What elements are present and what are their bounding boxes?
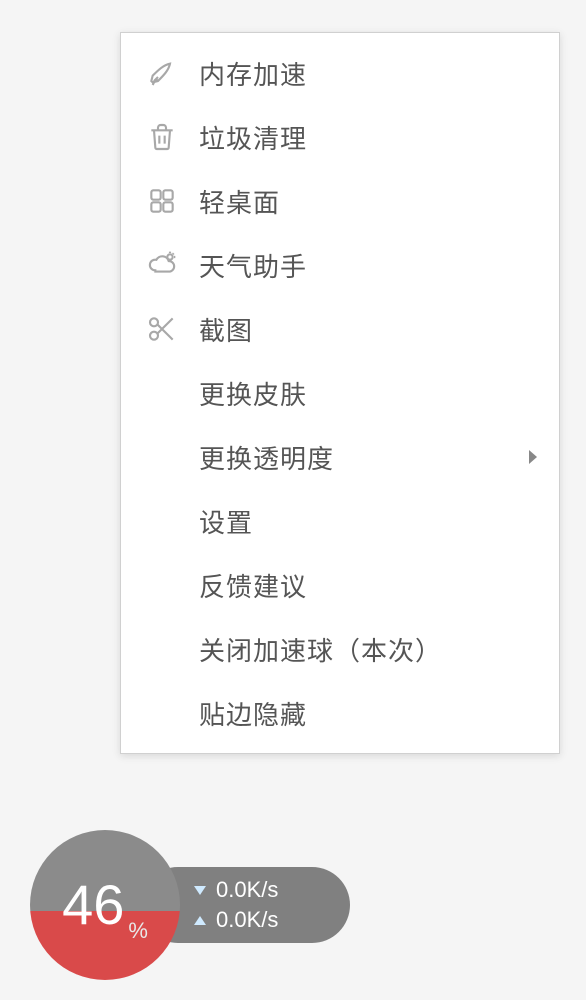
download-speed-row: 0.0K/s (194, 879, 324, 901)
menu-item-feedback[interactable]: 反馈建议 (121, 553, 559, 617)
menu-item-edge-hide[interactable]: 贴边隐藏 (121, 681, 559, 745)
menu-item-label: 更换透明度 (199, 439, 334, 476)
scissors-icon (141, 308, 183, 350)
menu-item-label: 更换皮肤 (199, 375, 307, 412)
menu-item-screenshot[interactable]: 截图 (121, 297, 559, 361)
upload-speed-row: 0.0K/s (194, 909, 324, 931)
menu-item-close-ball[interactable]: 关闭加速球（本次） (121, 617, 559, 681)
rocket-icon (141, 52, 183, 94)
chevron-right-icon (529, 450, 537, 464)
menu-item-settings[interactable]: 设置 (121, 489, 559, 553)
menu-item-change-skin[interactable]: 更换皮肤 (121, 361, 559, 425)
menu-item-label: 截图 (199, 311, 253, 348)
upload-arrow-icon (194, 916, 206, 925)
menu-item-label: 垃圾清理 (199, 119, 307, 156)
trash-icon (141, 116, 183, 158)
download-arrow-icon (194, 886, 206, 895)
menu-item-label: 轻桌面 (199, 183, 280, 220)
menu-item-light-desktop[interactable]: 轻桌面 (121, 169, 559, 233)
memory-usage-ball[interactable]: 46 % (30, 830, 180, 980)
upload-speed-value: 0.0K/s (216, 909, 278, 931)
ball-text: 46 % (30, 830, 180, 980)
grid-icon (141, 180, 183, 222)
memory-percent-unit: % (128, 918, 148, 944)
menu-item-weather-helper[interactable]: 天气助手 (121, 233, 559, 297)
menu-item-label: 关闭加速球（本次） (199, 631, 442, 668)
menu-item-change-opacity[interactable]: 更换透明度 (121, 425, 559, 489)
speedball-widget[interactable]: 46 % 0.0K/s 0.0K/s (30, 830, 350, 980)
menu-item-trash-clean[interactable]: 垃圾清理 (121, 105, 559, 169)
menu-item-label: 反馈建议 (199, 567, 307, 604)
menu-item-label: 设置 (199, 503, 253, 540)
menu-item-label: 天气助手 (199, 247, 307, 284)
weather-icon (141, 244, 183, 286)
menu-item-memory-boost[interactable]: 内存加速 (121, 41, 559, 105)
menu-item-label: 内存加速 (199, 55, 307, 92)
memory-percent-value: 46 (62, 877, 124, 933)
context-menu: 内存加速 垃圾清理 轻桌面 天气助手 截图 更换皮肤 更换透明度 设置 反馈建 (120, 32, 560, 754)
download-speed-value: 0.0K/s (216, 879, 278, 901)
menu-item-label: 贴边隐藏 (199, 695, 307, 732)
